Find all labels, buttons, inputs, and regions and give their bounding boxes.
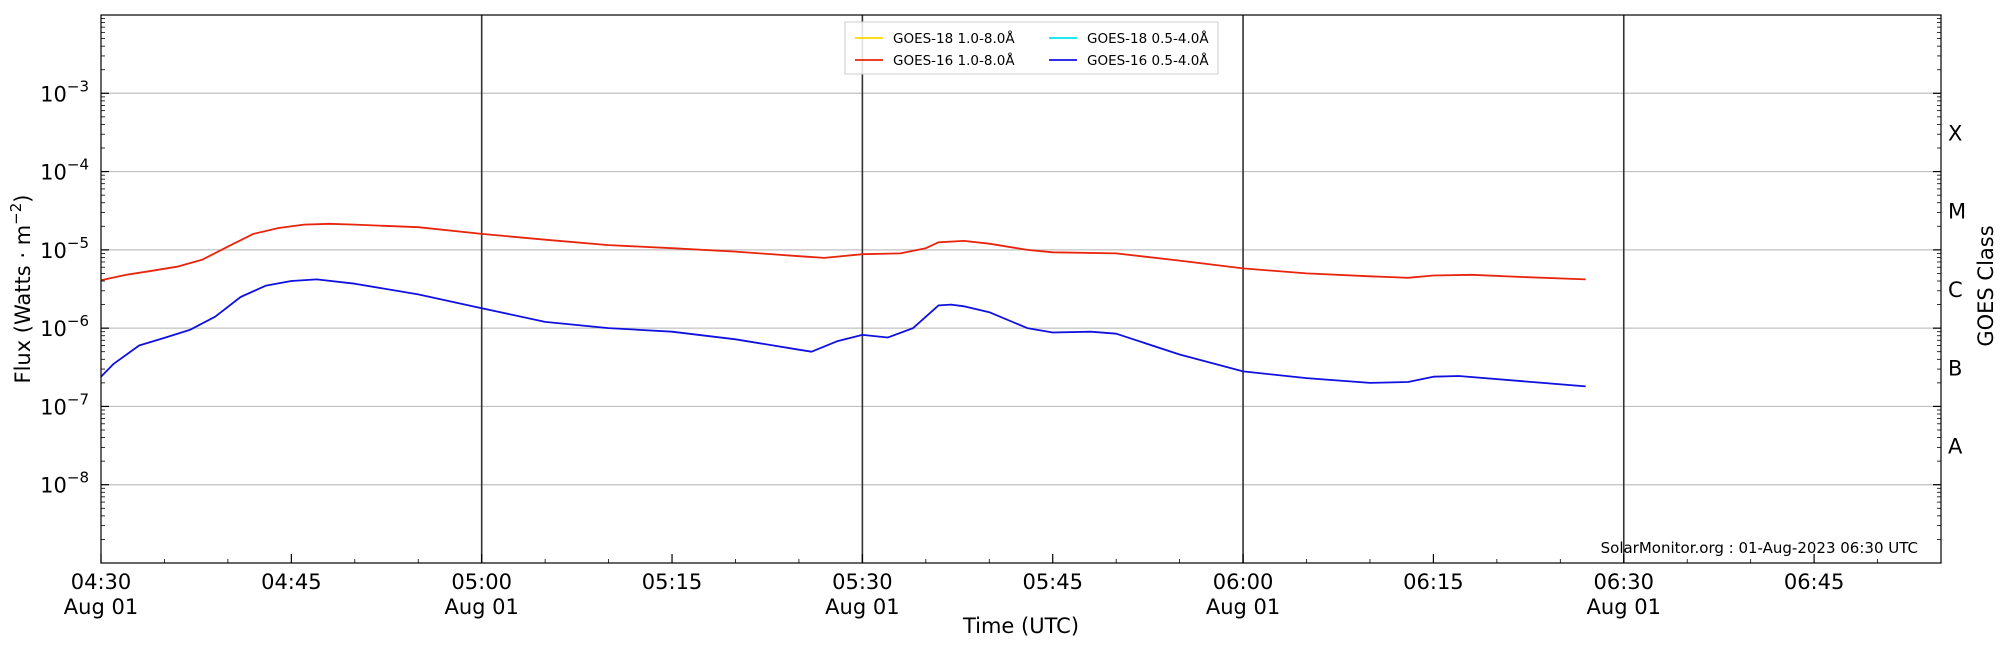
x-tick-label: 05:45 <box>1022 570 1083 594</box>
x-tick-label: 05:15 <box>642 570 703 594</box>
y-tick-base: 10 <box>40 239 67 263</box>
y-axis-title: Flux (Watts · m−2) <box>7 194 35 383</box>
legend-box <box>844 21 1219 75</box>
y-tick-label: 10−8 <box>40 469 89 498</box>
x-tick-label: 04:45 <box>261 570 322 594</box>
x-tick-label: 04:30 <box>71 570 132 594</box>
y-tick-exponent: −5 <box>67 234 89 252</box>
x-tick-label: 06:15 <box>1403 570 1464 594</box>
y-tick-exponent: −6 <box>67 312 89 330</box>
y-tick-base: 10 <box>40 474 67 498</box>
y-axis-title-exponent: −2 <box>7 203 25 225</box>
x-tick-label: 06:00 <box>1213 570 1274 594</box>
y-tick-base: 10 <box>40 82 67 106</box>
legend-label: GOES-18 1.0-8.0Å <box>893 30 1015 47</box>
day-markers <box>480 15 1625 563</box>
series-lines <box>100 222 1586 388</box>
plot-area-frame <box>100 14 1942 564</box>
y-axis-title-main: Flux (Watts · m <box>11 225 35 384</box>
y-tick-base: 10 <box>40 317 67 341</box>
x-tick-date-label: Aug 01 <box>825 595 899 619</box>
x-tick-label: 05:00 <box>451 570 512 594</box>
goes-class-x: X <box>1948 121 1962 145</box>
x-axis-title: Time (UTC) <box>962 614 1079 638</box>
goes-class-labels: A B C M X <box>1948 121 1966 458</box>
x-tick-date-label: Aug 01 <box>1206 595 1280 619</box>
y-tick-exponent: −7 <box>67 390 89 408</box>
source-annotation: SolarMonitor.org : 01-Aug-2023 06:30 UTC <box>1601 539 1918 557</box>
legend-label: GOES-16 0.5-4.0Å <box>1087 52 1209 69</box>
x-tick-date-label: Aug 01 <box>444 595 518 619</box>
legend-label: GOES-16 1.0-8.0Å <box>893 52 1015 69</box>
grid <box>101 92 1941 486</box>
y-tick-exponent: −8 <box>67 469 89 487</box>
y-tick-label: 10−7 <box>40 390 89 419</box>
goes-class-a: A <box>1948 435 1963 459</box>
y-tick-label: 10−4 <box>40 156 89 185</box>
right-axis-title: GOES Class <box>1974 225 1998 346</box>
x-tick-date-label: Aug 01 <box>1587 595 1661 619</box>
y-axis-title-close: ) <box>11 194 35 202</box>
y-tick-exponent: −3 <box>67 77 89 95</box>
x-tick-date-label: Aug 01 <box>64 595 138 619</box>
series-line-goes-16-1-0-8-0 <box>100 222 1586 282</box>
y-axis-ticks: 10−810−710−610−510−410−3 <box>40 18 1941 540</box>
goes-class-m: M <box>1948 200 1966 224</box>
y-tick-label: 10−5 <box>40 234 89 263</box>
x-tick-label: 06:45 <box>1784 570 1845 594</box>
y-tick-base: 10 <box>40 161 67 185</box>
y-tick-base: 10 <box>40 395 67 419</box>
y-tick-label: 10−3 <box>40 77 89 106</box>
y-tick-exponent: −4 <box>67 156 89 174</box>
goes-class-b: B <box>1948 356 1962 380</box>
y-tick-label: 10−6 <box>40 312 89 341</box>
legend: GOES-18 1.0-8.0Å GOES-16 1.0-8.0Å GOES-18 … <box>844 21 1219 75</box>
series-line-goes-16-0-5-4-0 <box>100 278 1586 388</box>
goes-class-c: C <box>1948 278 1963 302</box>
legend-label: GOES-18 0.5-4.0Å <box>1087 30 1209 47</box>
x-tick-label: 05:30 <box>832 570 893 594</box>
x-tick-label: 06:30 <box>1593 570 1654 594</box>
